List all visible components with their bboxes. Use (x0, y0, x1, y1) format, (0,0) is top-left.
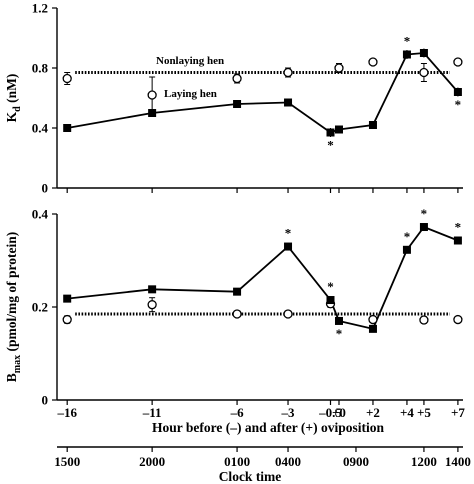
y-axis-label-unit: (nM) (4, 74, 19, 107)
point-laying (63, 294, 72, 303)
significance-star: * (336, 326, 343, 341)
x-tick-label: +0 (332, 405, 346, 420)
significance-star: * (404, 229, 411, 244)
point-laying (326, 128, 335, 137)
point-nonlaying (334, 63, 344, 73)
x-tick-label: –3 (281, 405, 296, 420)
clock-axis: Clock time 1500 2000 0100 0400 0900 1200 1400 (54, 446, 471, 484)
y-tick-label: 0 (42, 393, 49, 408)
x-tick-label: +5 (417, 405, 431, 420)
point-laying (419, 223, 428, 232)
point-laying (334, 316, 343, 325)
series-line-laying (67, 52, 459, 134)
clock-tick-label: 2000 (139, 454, 165, 469)
y-axis-label-base: K (4, 111, 19, 122)
point-nonlaying (147, 300, 157, 310)
significance-star: * (404, 34, 411, 49)
point-laying (368, 121, 377, 129)
significance-star: * (327, 279, 334, 294)
point-nonlaying (283, 309, 293, 319)
point-laying (334, 125, 343, 134)
annotation-nonlaying: Nonlaying hen (156, 55, 224, 67)
x-tick-label: +7 (451, 405, 465, 420)
point-laying (402, 245, 411, 254)
significance-star: * (455, 220, 462, 235)
y-axis-label-base: B (4, 373, 19, 382)
y-tick-label: 0.4 (32, 121, 49, 136)
x-tick-label: +4 (400, 405, 414, 420)
point-laying (453, 88, 462, 96)
clock-tick-label: 0400 (275, 454, 301, 469)
point-laying (148, 285, 157, 294)
x-tick-label: +2 (366, 405, 380, 420)
point-laying (368, 324, 377, 333)
x-tick-label: –0.5 (318, 405, 342, 420)
clock-axis-label: Clock time (219, 469, 282, 484)
point-laying (284, 98, 293, 107)
significance-star: * (421, 206, 428, 221)
hour-axis-label: Hour before (–) and after (+) ovipositio… (152, 420, 384, 435)
clock-tick-label: 0900 (343, 454, 369, 469)
annotation-laying: Laying hen (164, 88, 217, 100)
significance-star: * (455, 97, 462, 112)
point-laying (233, 100, 242, 108)
point-nonlaying (62, 314, 72, 325)
clock-tick-label: 0100 (224, 454, 250, 469)
clock-tick-label: 1500 (54, 454, 80, 469)
point-nonlaying (419, 67, 429, 78)
point-nonlaying (419, 315, 429, 325)
point-laying (402, 50, 411, 59)
y-tick-label: 0.4 (32, 207, 49, 222)
y-axis-label-sub: max (12, 355, 23, 373)
point-laying (63, 124, 72, 132)
x-tick-label: –16 (56, 405, 77, 420)
point-nonlaying (147, 90, 157, 100)
point-nonlaying (368, 314, 378, 325)
point-laying (453, 236, 462, 245)
point-laying (284, 242, 293, 251)
clock-tick-label: 1200 (411, 454, 437, 469)
point-nonlaying (283, 67, 293, 78)
y-tick-label: 1.2 (32, 1, 48, 16)
significance-star: * (285, 226, 292, 241)
y-axis-label-unit: (pmol/mg of protein) (4, 232, 19, 355)
y-axis-label-sub: d (12, 106, 23, 112)
x-tick-label: –11 (142, 405, 162, 420)
point-laying (148, 109, 157, 117)
clock-tick-label: 1400 (445, 454, 471, 469)
y-axis-label: Kd (nM) (4, 74, 23, 123)
top-panel: 0 0.4 0.8 1.2 Kd (nM) * * * Nonlaying hen Laying … (4, 1, 463, 196)
hour-axis: Hour before (–) and after (+) ovipositio… (56, 405, 465, 435)
point-nonlaying (453, 314, 463, 325)
x-tick-label: –6 (230, 405, 245, 420)
y-axis-label: Bmax (pmol/mg of protein) (4, 232, 23, 382)
point-nonlaying (232, 73, 242, 84)
series-line-laying (67, 225, 459, 330)
significance-star: * (327, 138, 334, 153)
y-tick-label: 0.2 (32, 300, 48, 315)
y-tick-label: 0.8 (32, 61, 49, 76)
point-laying (233, 287, 242, 296)
y-tick-label: 0 (42, 181, 49, 196)
point-nonlaying (368, 57, 378, 67)
point-laying (419, 49, 428, 57)
point-nonlaying (232, 309, 242, 319)
point-nonlaying (453, 57, 463, 67)
bottom-panel: 0 0.2 0.4 Bmax (pmol/mg of protein) * * * * * * (4, 206, 463, 408)
point-laying (326, 296, 335, 305)
point-nonlaying (62, 73, 72, 84)
